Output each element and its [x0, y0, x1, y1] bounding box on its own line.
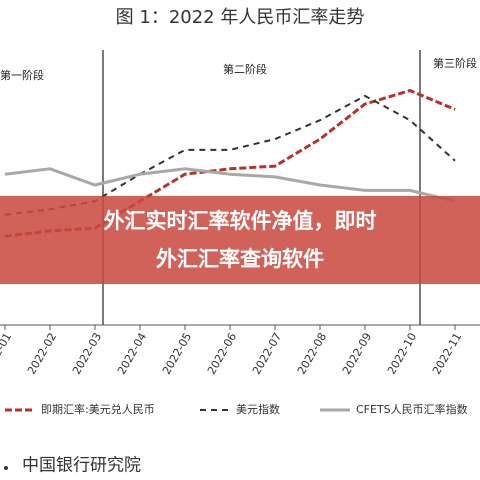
- banner-text: 外汇实时汇率软件净值，即时: [104, 209, 377, 233]
- chart-title: 图 1：2022 年人民币汇率走势: [116, 7, 365, 28]
- series-line: [4, 167, 456, 203]
- legend-label: CFETS人民币汇率指数: [356, 402, 468, 416]
- bullet: [4, 466, 8, 470]
- banner-text: 外汇汇率查询软件: [156, 247, 324, 271]
- source: 中国银行研究院: [22, 456, 141, 476]
- stage-label: 第二阶段: [223, 62, 267, 76]
- legend: 即期汇率:美元兑人民币 美元指数 CFETS人民币汇率指数: [5, 402, 468, 416]
- legend-label: 美元指数: [236, 402, 280, 416]
- stage-label: 第三阶段: [433, 56, 477, 70]
- legend-label: 即期汇率:美元兑人民币: [41, 402, 155, 416]
- banner: [0, 196, 480, 284]
- stage-label: 第一阶段: [0, 68, 44, 82]
